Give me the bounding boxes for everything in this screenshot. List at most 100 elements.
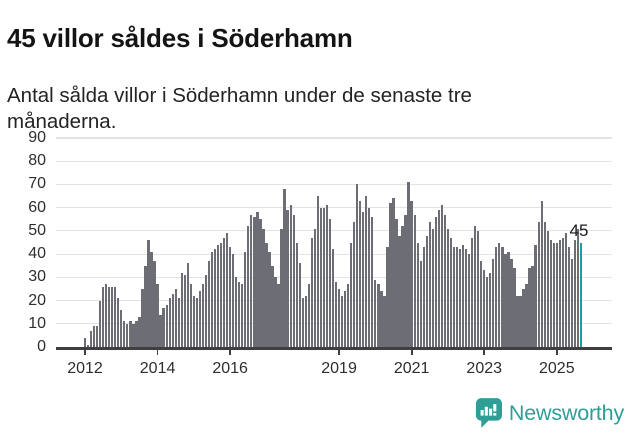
bar bbox=[537, 221, 540, 347]
bar bbox=[567, 247, 571, 347]
x-axis-tick-label: 2019 bbox=[321, 360, 357, 377]
bar bbox=[101, 286, 105, 347]
bar bbox=[108, 286, 111, 347]
bar bbox=[183, 275, 186, 347]
bar bbox=[89, 330, 93, 347]
bar bbox=[365, 196, 368, 347]
bar bbox=[225, 233, 229, 347]
bar bbox=[219, 242, 223, 347]
bar bbox=[431, 228, 434, 347]
gridline bbox=[56, 160, 612, 162]
bar bbox=[247, 226, 250, 347]
bar bbox=[195, 298, 199, 347]
gridline bbox=[56, 230, 612, 232]
newsworthy-logo: Newsworthy bbox=[475, 397, 624, 429]
bar bbox=[561, 237, 564, 347]
newsworthy-wordmark: Newsworthy bbox=[508, 400, 624, 425]
bar bbox=[570, 258, 574, 347]
bar bbox=[383, 295, 386, 347]
bar bbox=[295, 242, 298, 347]
bar bbox=[531, 265, 534, 347]
bar bbox=[165, 305, 168, 347]
bar bbox=[343, 291, 347, 347]
bar bbox=[489, 272, 492, 347]
bar bbox=[328, 219, 332, 347]
bar bbox=[135, 321, 138, 347]
bar bbox=[564, 233, 568, 347]
bar bbox=[380, 291, 383, 347]
bar bbox=[198, 291, 202, 347]
bar bbox=[265, 242, 268, 347]
bar bbox=[259, 219, 262, 347]
bar bbox=[189, 284, 192, 347]
bar bbox=[340, 295, 344, 347]
x-axis-tick bbox=[483, 349, 486, 356]
bar bbox=[368, 207, 371, 347]
bar bbox=[168, 298, 171, 347]
bar bbox=[177, 298, 180, 347]
bar bbox=[244, 251, 247, 347]
bar bbox=[310, 237, 313, 347]
bar bbox=[349, 242, 353, 347]
bar bbox=[216, 244, 220, 347]
x-axis-tick bbox=[84, 349, 86, 356]
bar bbox=[313, 228, 316, 347]
y-axis-tick-label: 20 bbox=[28, 291, 46, 309]
page-title: 45 villor såldes i Söderhamn bbox=[7, 23, 353, 54]
bar bbox=[516, 295, 519, 347]
bar bbox=[256, 212, 259, 347]
bar bbox=[413, 214, 416, 347]
bar bbox=[398, 235, 401, 347]
bar bbox=[138, 316, 141, 347]
bar bbox=[353, 221, 356, 347]
bar bbox=[232, 254, 235, 347]
bar bbox=[316, 196, 320, 347]
bar bbox=[558, 240, 561, 347]
bar bbox=[271, 265, 274, 347]
bar bbox=[552, 242, 555, 347]
x-axis-tick-label: 2012 bbox=[67, 360, 103, 377]
bar bbox=[392, 198, 395, 347]
bar bbox=[477, 230, 480, 347]
y-axis-tick-label: 50 bbox=[28, 221, 46, 239]
bar-chart-plot-area: 0 10 20 30 40 50 60 70 80 90 2012 2014 2016 2019 2021 2… bbox=[28, 129, 612, 377]
bar bbox=[156, 284, 159, 347]
bar bbox=[325, 205, 329, 347]
bar bbox=[147, 240, 150, 347]
bar bbox=[126, 323, 129, 347]
bar bbox=[510, 258, 513, 347]
bar bbox=[513, 268, 516, 347]
bar bbox=[159, 314, 162, 347]
bar bbox=[449, 237, 453, 347]
bar bbox=[386, 247, 389, 347]
x-axis-tick bbox=[410, 349, 413, 356]
bar bbox=[289, 205, 292, 347]
bar bbox=[422, 247, 425, 347]
bar bbox=[120, 309, 123, 347]
bar bbox=[525, 284, 528, 347]
bar bbox=[540, 200, 543, 347]
bar bbox=[473, 226, 477, 347]
bar bbox=[229, 247, 232, 347]
y-axis-tick-label: 60 bbox=[28, 198, 46, 216]
bar bbox=[452, 247, 456, 347]
bar bbox=[337, 288, 341, 347]
bar bbox=[298, 263, 301, 347]
bar bbox=[528, 268, 531, 347]
bar bbox=[204, 275, 208, 347]
gridline bbox=[56, 137, 612, 139]
bar bbox=[356, 184, 359, 347]
x-axis-tick bbox=[156, 349, 159, 356]
bar bbox=[480, 261, 483, 347]
bar bbox=[555, 242, 558, 347]
bar bbox=[105, 284, 108, 347]
bar bbox=[322, 207, 326, 347]
bar bbox=[222, 237, 226, 347]
bar bbox=[492, 258, 495, 347]
bar bbox=[395, 219, 398, 347]
x-axis-tick-label: 2014 bbox=[139, 360, 176, 377]
bar bbox=[92, 326, 96, 347]
bar bbox=[277, 284, 280, 347]
highlighted-value-label: 45 bbox=[569, 220, 589, 240]
bar bbox=[470, 237, 474, 347]
